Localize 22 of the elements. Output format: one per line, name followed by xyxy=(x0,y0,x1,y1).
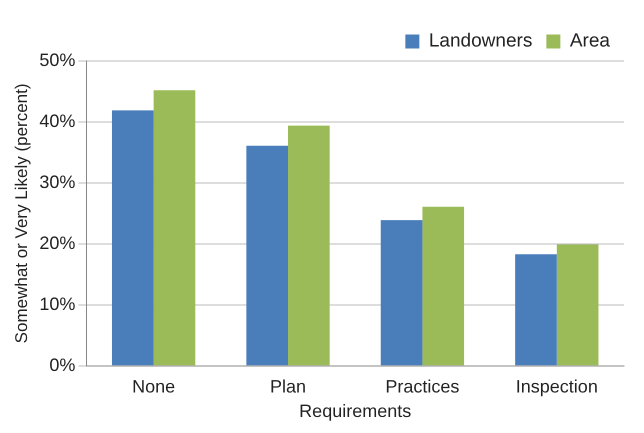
bar xyxy=(556,244,598,366)
y-tick-label: 10% xyxy=(39,294,76,314)
bar xyxy=(246,146,288,366)
legend-label: Landowners xyxy=(428,30,532,52)
bar xyxy=(112,110,154,366)
y-tick-label: 20% xyxy=(39,232,76,253)
y-tick-label: 30% xyxy=(39,172,76,192)
x-tick-label: Inspection xyxy=(516,376,598,397)
x-tick-label: Practices xyxy=(385,376,460,397)
x-tick-label: Plan xyxy=(270,376,306,397)
bar xyxy=(288,126,330,366)
y-tick-label: 50% xyxy=(39,50,76,70)
x-tick-label: None xyxy=(132,376,176,397)
bar xyxy=(154,90,196,366)
bar xyxy=(380,220,422,366)
y-tick-label: 0% xyxy=(49,354,76,375)
x-axis-title: Requirements xyxy=(299,401,412,422)
y-axis-title: Somewhat or Very Likely (percent) xyxy=(12,83,31,344)
bar xyxy=(422,206,464,366)
legend-label: Area xyxy=(570,30,610,52)
bar xyxy=(515,254,557,366)
y-tick-label: 40% xyxy=(39,110,76,131)
